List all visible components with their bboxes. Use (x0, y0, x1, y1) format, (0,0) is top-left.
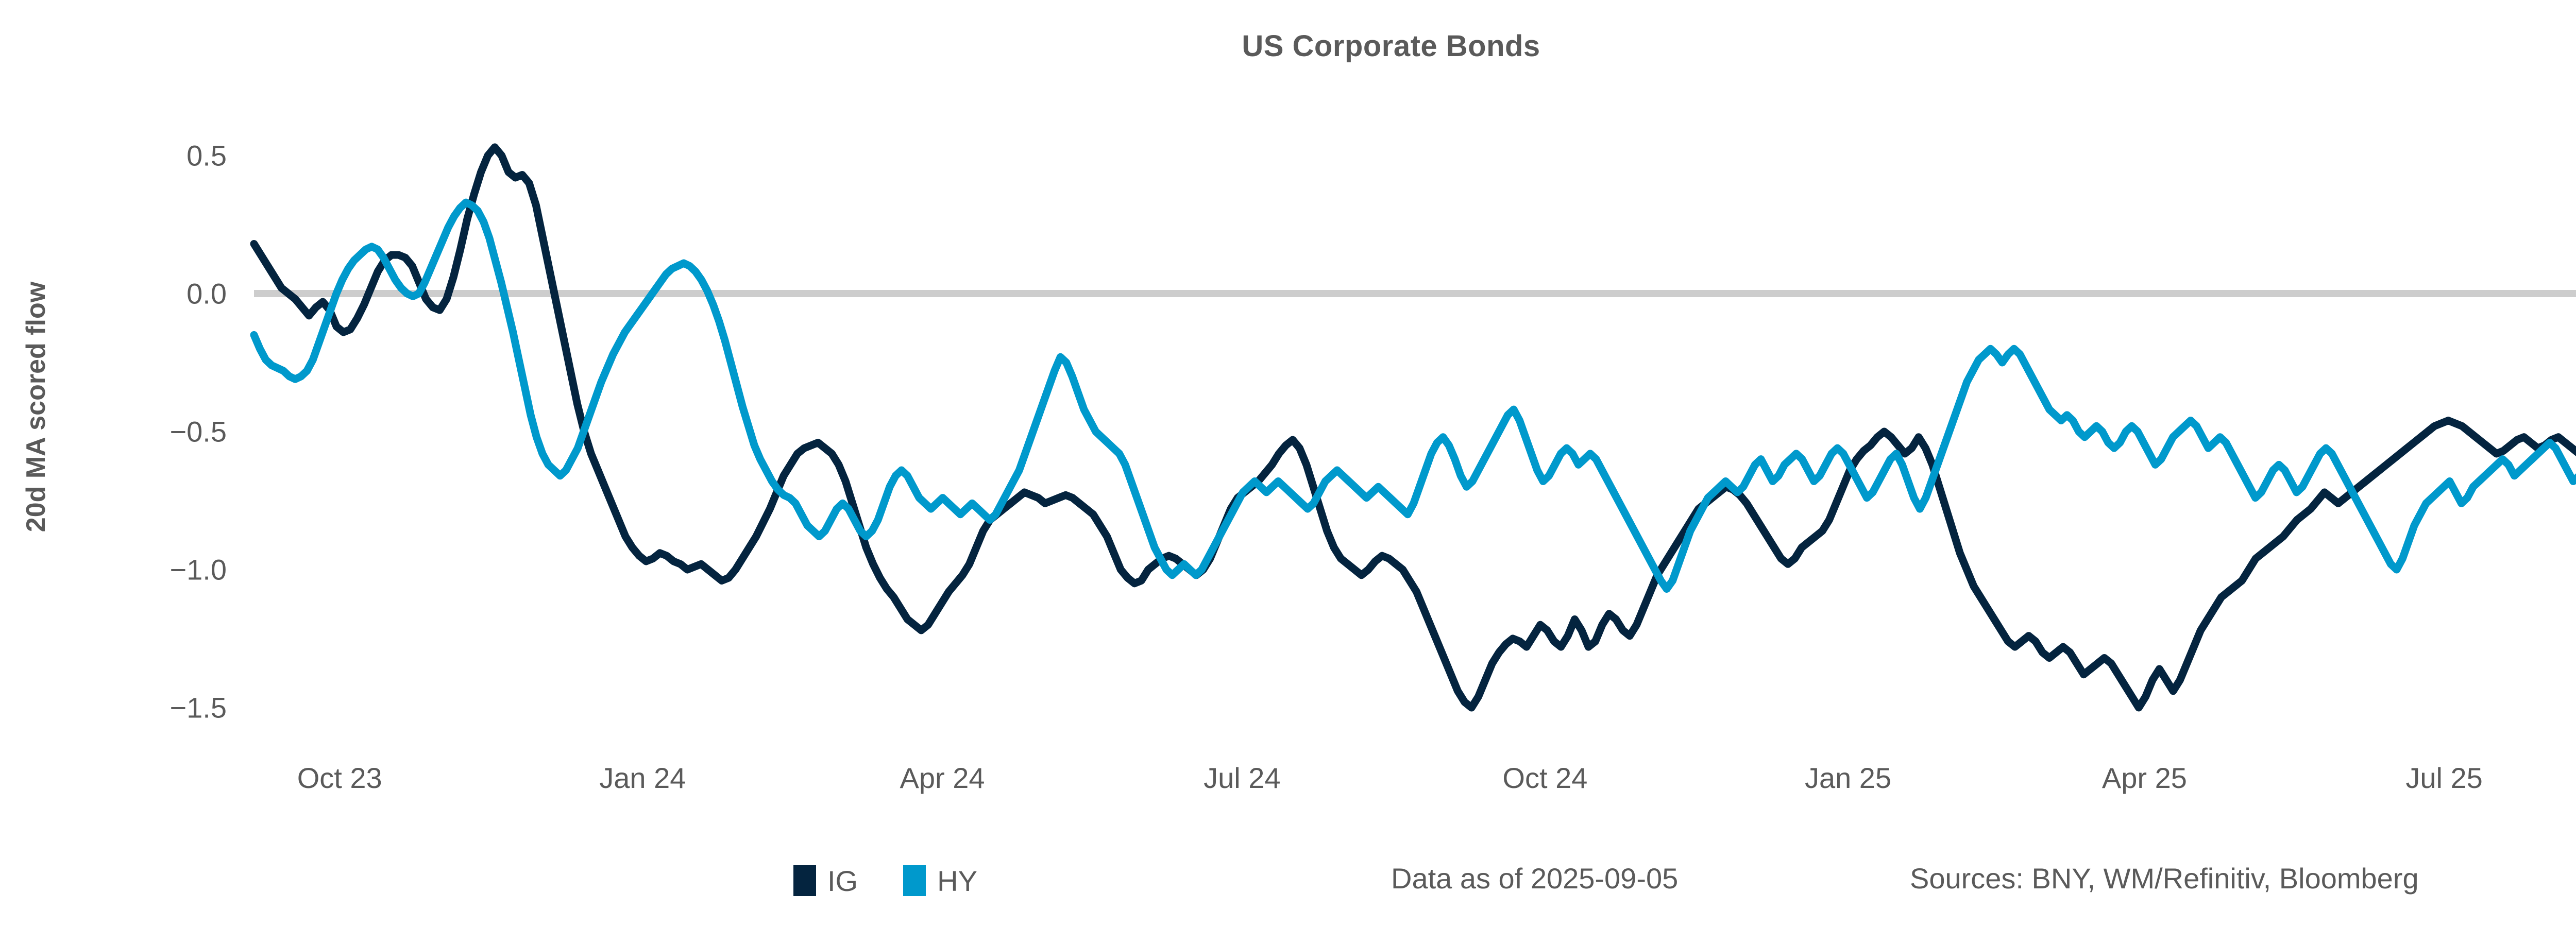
legend-item[interactable]: HY (903, 864, 977, 898)
series-line-hy (250, 198, 2576, 593)
y-axis-ticks: 0.5 0.0 −0.5 −1.0 −1.5 (77, 0, 227, 927)
sources-label: Sources: BNY, WM/Refinitiv, Bloomberg (1910, 862, 2419, 895)
x-tick-label: Jan 25 (1804, 762, 1892, 794)
x-tick-label: Oct 23 (297, 762, 382, 794)
y-tick-label: −1.0 (170, 553, 227, 586)
data-as-of-label: Data as of 2025-09-05 (1391, 862, 1679, 895)
y-tick-label: −0.5 (170, 415, 227, 448)
legend-swatch-icon (903, 865, 926, 896)
chart-footer: IG HY Data as of 2025-09-05 Sources: BNY,… (0, 857, 2576, 914)
y-tick-label: 0.5 (187, 139, 227, 172)
chart-legend: IG HY (793, 857, 1023, 904)
x-tick-label: Apr 25 (2102, 762, 2187, 794)
x-tick-label: Jan 24 (599, 762, 686, 794)
series-line-ig (250, 143, 2576, 712)
legend-label: IG (827, 864, 858, 897)
x-tick-label: Apr 24 (900, 762, 985, 794)
legend-swatch-icon (793, 865, 816, 896)
legend-item[interactable]: IG (793, 864, 858, 898)
y-tick-label: −1.5 (170, 691, 227, 724)
y-tick-label: 0.0 (187, 277, 227, 310)
x-tick-label: Jul 25 (2405, 762, 2483, 794)
x-tick-label: Oct 24 (1502, 762, 1588, 794)
legend-label: HY (937, 864, 977, 897)
x-tick-label: Jul 24 (1204, 762, 1281, 794)
chart-title: US Corporate Bonds (1242, 29, 1540, 63)
